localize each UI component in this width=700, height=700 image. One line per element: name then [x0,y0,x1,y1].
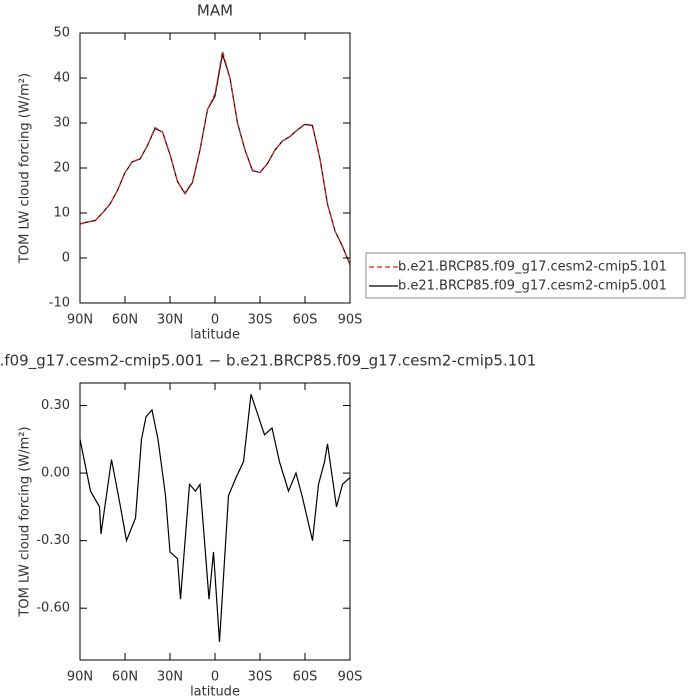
x-axis-label: latitude [190,328,240,343]
x-tick-label: 60N [112,313,138,328]
y-tick-label: 20 [53,161,70,176]
x-tick-label: 30N [157,313,183,328]
y-tick-label: 0.30 [41,398,70,413]
y-tick-label: 40 [53,71,70,86]
plot-frame [79,32,351,304]
legend-box [365,252,686,299]
y-tick-label: 0.00 [41,466,70,481]
data-line [79,53,351,265]
chart-title: MAM [197,2,233,20]
x-tick-label: 30N [157,670,183,685]
x-tick-label: 0 [211,313,219,328]
legend-label: b.e21.BRCP85.f09_g17.cesm2-cmip5.101 [398,260,667,275]
y-tick-label: -0.60 [36,601,70,616]
y-axis-label: TOM LW cloud forcing (W/m²) [18,73,33,264]
y-tick-label: 30 [53,116,70,131]
x-tick-label: 60S [293,670,318,685]
x-tick-label: 90N [67,670,93,685]
y-tick-label: 50 [53,26,70,41]
y-tick-label: -10 [49,296,70,311]
x-tick-label: 90N [67,313,93,328]
x-tick-label: 60S [293,313,318,328]
y-tick-label: -0.30 [36,533,70,548]
plot-frame [79,382,351,661]
y-tick-label: 10 [53,206,70,221]
x-tick-label: 0 [211,670,219,685]
data-line [79,394,351,643]
x-tick-label: 30S [248,313,273,328]
x-tick-label: 90S [338,670,363,685]
chart-title: b.e21.BRCP85.f09_g17.cesm2-cmip5.001 − b… [0,352,536,371]
x-axis-label: latitude [190,685,240,700]
x-tick-label: 30S [248,670,273,685]
x-tick-label: 60N [112,670,138,685]
y-axis-label: TOM LW cloud forcing (W/m²) [18,426,33,617]
data-line [79,50,351,265]
x-tick-label: 90S [338,313,363,328]
legend-label: b.e21.BRCP85.f09_g17.cesm2-cmip5.001 [398,279,667,294]
y-tick-label: 0 [62,251,70,266]
